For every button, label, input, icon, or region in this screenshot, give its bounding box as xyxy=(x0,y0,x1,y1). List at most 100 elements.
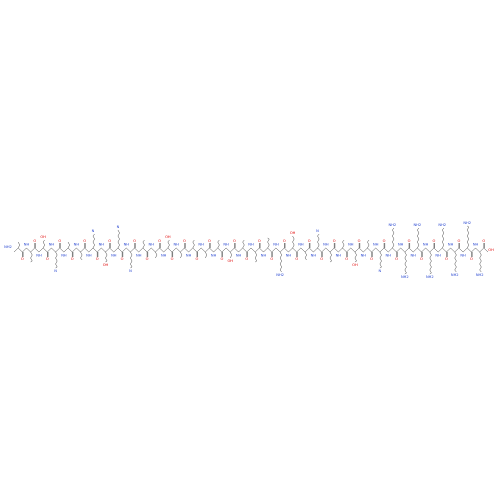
side-chain xyxy=(167,239,170,249)
atom-label: O xyxy=(320,257,323,261)
atom-label: O xyxy=(33,239,36,243)
atom-label: O xyxy=(83,239,86,243)
atom-label: NH xyxy=(173,243,179,247)
backbone-bond xyxy=(250,247,264,253)
backbone-bond xyxy=(101,247,114,253)
backbone-bond xyxy=(63,247,77,253)
atom-label: O xyxy=(433,239,436,243)
atom-label: NH xyxy=(435,254,441,258)
atom-label: NH xyxy=(61,254,67,258)
backbone-bond xyxy=(76,247,89,253)
atom-label: NH2 xyxy=(451,273,459,277)
backbone-bond xyxy=(38,247,52,253)
atom-label: N xyxy=(129,269,132,273)
atom-label: O xyxy=(183,239,186,243)
atom-label: O xyxy=(220,257,223,261)
side-chain xyxy=(17,241,21,249)
atom-label: O xyxy=(196,257,199,261)
atom-label: O xyxy=(108,239,111,243)
side-chain xyxy=(429,251,432,275)
atom-label: NH xyxy=(473,243,479,247)
atom-label: O xyxy=(233,239,236,243)
side-chain xyxy=(254,251,258,263)
side-chain xyxy=(105,251,108,263)
atom-label: N xyxy=(117,225,120,229)
atom-label: O xyxy=(308,239,311,243)
side-chain xyxy=(342,239,345,249)
backbone-bond xyxy=(313,247,326,253)
atom-label: NH xyxy=(161,254,167,258)
atom-label: NH xyxy=(336,254,342,258)
atom-label: NH xyxy=(311,254,317,258)
atom-label: O xyxy=(420,257,423,261)
backbone-bond xyxy=(225,247,239,253)
atom-label: O xyxy=(171,257,174,261)
side-chain xyxy=(454,251,457,273)
atom-label: O xyxy=(258,239,261,243)
atom-label: NH2 xyxy=(426,275,434,279)
atom-label: NH xyxy=(386,254,392,258)
atom-label: NH2 xyxy=(438,223,446,227)
atom-label: NH xyxy=(448,243,454,247)
atom-label: OH xyxy=(352,263,358,267)
atom-label: N xyxy=(92,229,95,233)
side-chain xyxy=(142,239,145,249)
backbone-bond xyxy=(51,247,65,253)
side-chain xyxy=(30,251,33,263)
side-chain xyxy=(417,227,420,249)
atom-label: NH xyxy=(111,254,117,258)
side-chain xyxy=(242,239,245,249)
side-chain xyxy=(180,251,183,259)
backbone-bond xyxy=(325,247,339,253)
side-chain xyxy=(230,251,233,259)
atom-label: O xyxy=(408,239,411,243)
atom-label: N xyxy=(54,269,57,273)
atom-label: NH2 xyxy=(413,223,421,227)
backbone-bond xyxy=(213,247,227,253)
side-chain xyxy=(217,239,220,249)
backbone-bond xyxy=(13,247,27,253)
backbone-bond xyxy=(275,247,289,253)
atom-label: NH2 xyxy=(463,221,471,225)
backbone-bond xyxy=(375,247,389,253)
atom-label: OH xyxy=(227,259,233,263)
side-chain xyxy=(279,251,282,273)
atom-label: NH2 xyxy=(476,273,484,277)
atom-label: OH xyxy=(290,231,296,235)
atom-label: O xyxy=(133,239,136,243)
side-chain xyxy=(267,237,270,249)
atom-label: NH xyxy=(361,254,367,258)
atom-label: NH xyxy=(248,243,254,247)
atom-label: O xyxy=(46,257,49,261)
backbone-bond xyxy=(126,247,139,253)
atom-label: NH xyxy=(74,243,80,247)
atom-label: O xyxy=(295,257,298,261)
atom-label: O xyxy=(121,257,124,261)
backbone-bond xyxy=(151,247,164,253)
side-chain xyxy=(117,229,120,249)
atom-label: NH xyxy=(86,254,92,258)
backbone-bond xyxy=(288,247,302,253)
side-chain xyxy=(304,251,307,261)
atom-label: NH xyxy=(223,243,229,247)
backbone-bond xyxy=(163,247,177,253)
atom-label: NH xyxy=(348,243,354,247)
backbone-bond xyxy=(176,247,189,253)
backbone-bond xyxy=(350,247,364,253)
side-chain xyxy=(192,239,195,249)
atom-label: NH xyxy=(49,243,55,247)
atom-label: NH xyxy=(261,254,267,258)
atom-label: O xyxy=(370,257,373,261)
atom-label: NH xyxy=(211,254,217,258)
atom-label: NH2 xyxy=(276,273,284,277)
side-chain xyxy=(55,251,58,269)
atom-label: O xyxy=(470,257,473,261)
backbone-bond xyxy=(462,247,476,253)
atom-label: NH2 xyxy=(401,275,409,279)
atom-label: O xyxy=(395,257,398,261)
backbone-bond xyxy=(88,247,102,253)
atom-label: NH xyxy=(398,243,404,247)
atom-label: NH xyxy=(373,243,379,247)
side-chain xyxy=(329,251,332,263)
atom-label: NH xyxy=(36,254,42,258)
